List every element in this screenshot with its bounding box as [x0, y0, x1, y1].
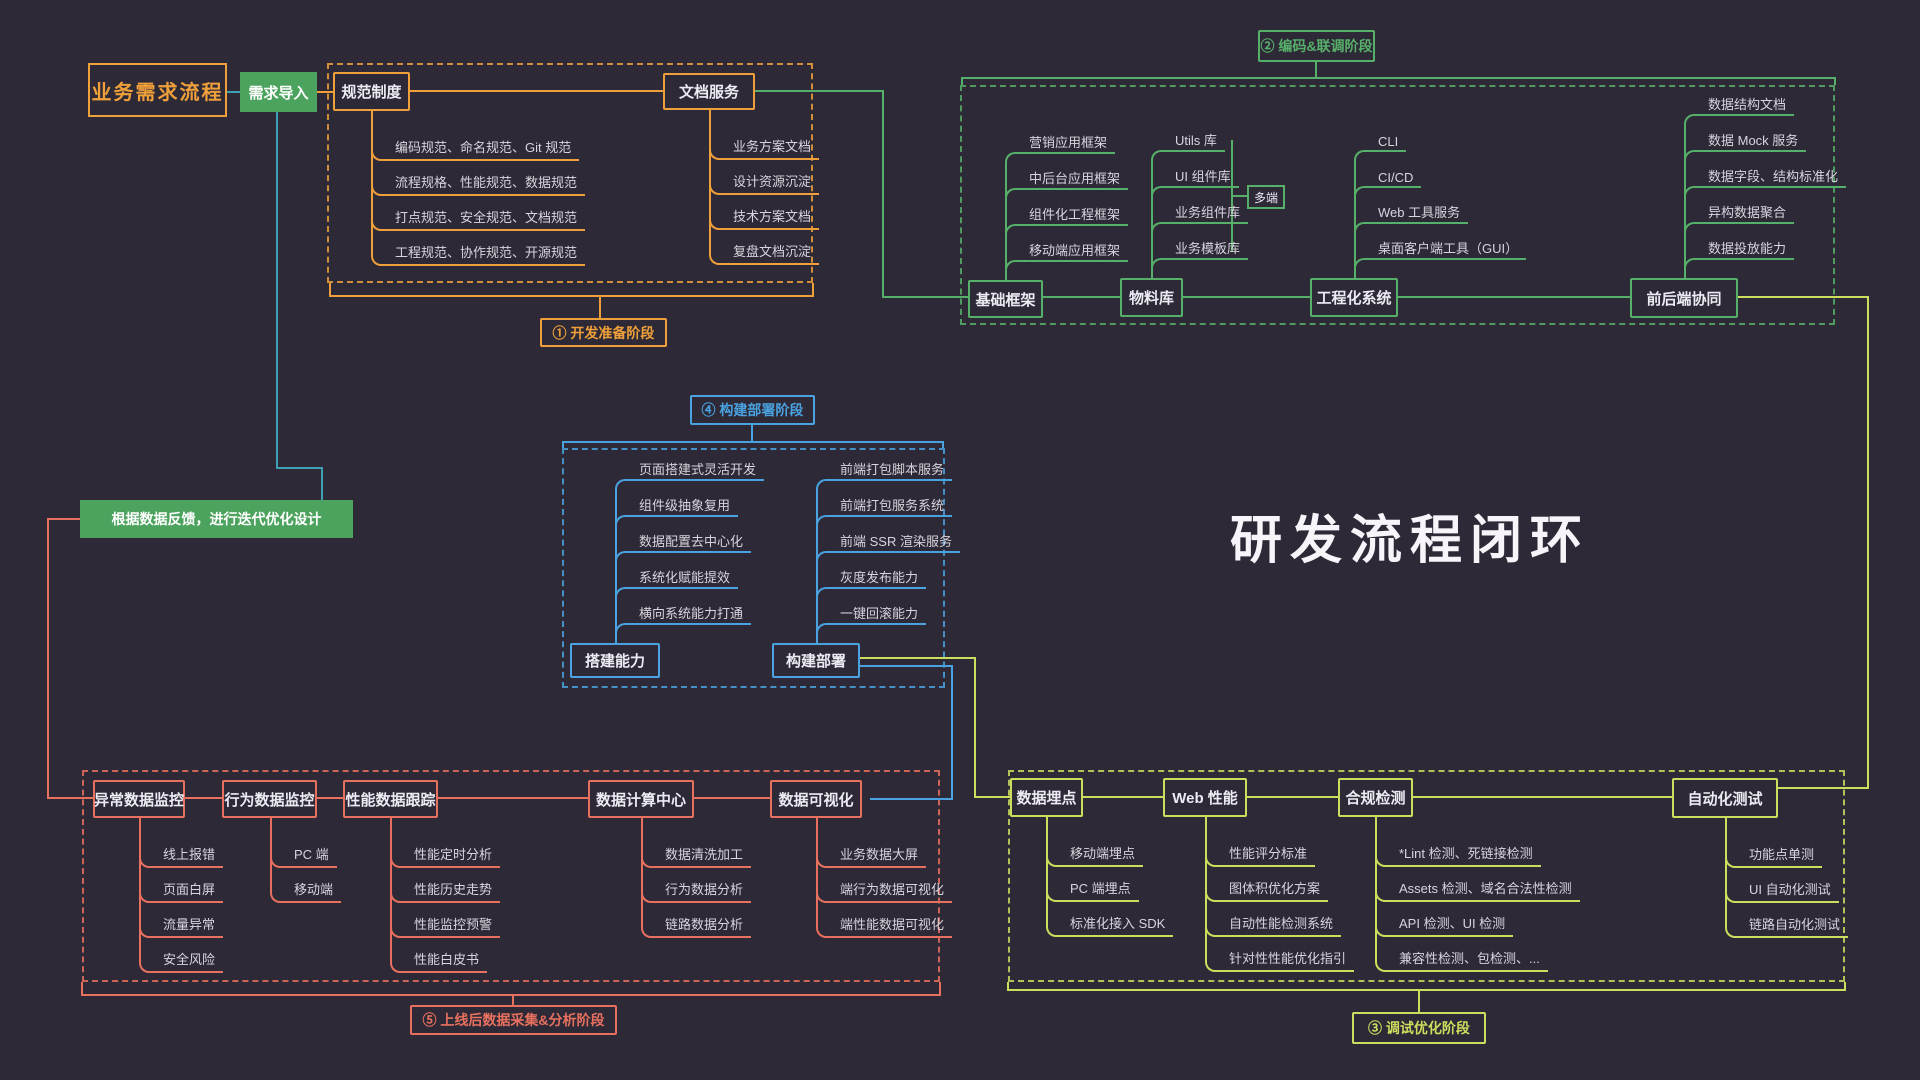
branch-item[interactable]: 兼容性检测、包检测、...: [1375, 817, 1548, 972]
branch-item[interactable]: 灰度发布能力: [816, 570, 927, 643]
branch-item[interactable]: 桌面客户端工具（GUI）: [1354, 241, 1527, 278]
node-data-computing-center[interactable]: 数据计算中心: [588, 780, 694, 818]
node-building-capability[interactable]: 搭建能力: [570, 643, 660, 678]
page-title: 研发流程闭环: [1230, 512, 1591, 570]
node-engineering-system[interactable]: 工程化系统: [1310, 278, 1398, 317]
branch-item[interactable]: 横向系统能力打通: [615, 606, 752, 643]
node-abnormal-data-monitor[interactable]: 异常数据监控: [93, 780, 185, 818]
branch-item[interactable]: 链路数据分析: [641, 818, 752, 938]
node-automated-testing[interactable]: 自动化测试: [1672, 778, 1778, 818]
multi-end-box[interactable]: 多端: [1247, 185, 1285, 209]
branch-item[interactable]: 移动端应用框架: [1005, 243, 1129, 280]
node-spec-system[interactable]: 规范制度: [333, 72, 410, 111]
branch-item[interactable]: 复盘文档沉淀: [709, 110, 820, 265]
branch-item[interactable]: 数据投放能力: [1684, 241, 1795, 278]
node-data-tracking-points[interactable]: 数据埋点: [1010, 778, 1083, 817]
node-web-performance[interactable]: Web 性能: [1163, 778, 1247, 817]
branch-item[interactable]: 异构数据聚合: [1684, 205, 1795, 278]
stage2-label: ② 编码&联调阶段: [1258, 30, 1375, 62]
node-doc-service[interactable]: 文档服务: [663, 73, 755, 110]
node-frontend-backend-collab[interactable]: 前后端协同: [1630, 278, 1738, 318]
stage3-label: ③ 调试优化阶段: [1352, 1012, 1486, 1044]
branch-item[interactable]: 工程规范、协作规范、开源规范: [371, 111, 586, 266]
business-demand-flow-box[interactable]: 业务需求流程: [88, 63, 227, 117]
branch-item[interactable]: Web 工具服务: [1354, 205, 1469, 278]
node-compliance-check[interactable]: 合规检测: [1338, 778, 1413, 817]
branch-item[interactable]: 链路自动化测试: [1725, 818, 1849, 938]
node-performance-data-tracking[interactable]: 性能数据跟踪: [343, 780, 438, 818]
branch-item[interactable]: 标准化接入 SDK: [1046, 817, 1174, 937]
branch-item[interactable]: 系统化赋能提效: [615, 570, 739, 643]
node-build-deploy[interactable]: 构建部署: [772, 643, 860, 678]
branch-item[interactable]: 业务模板库: [1151, 241, 1249, 278]
branch-item[interactable]: 业务组件库: [1151, 205, 1249, 278]
demand-import-box[interactable]: 需求导入: [240, 72, 317, 112]
branch-item[interactable]: 组件化工程框架: [1005, 207, 1129, 280]
branch-item[interactable]: 端性能数据可视化: [816, 818, 953, 938]
branch-item[interactable]: 针对性性能优化指引: [1205, 817, 1355, 972]
branch-item[interactable]: 性能白皮书: [390, 818, 488, 973]
stage5-container: [82, 770, 940, 982]
branch-item[interactable]: 安全风险: [139, 818, 224, 973]
stage5-label: ⑤ 上线后数据采集&分析阶段: [410, 1005, 617, 1035]
node-behavior-data-monitor[interactable]: 行为数据监控: [222, 780, 317, 818]
stage1-label: ① 开发准备阶段: [540, 318, 667, 347]
branch-item[interactable]: 一键回滚能力: [816, 606, 927, 643]
node-data-visualization[interactable]: 数据可视化: [770, 780, 862, 818]
stage4-container: [562, 448, 945, 688]
node-material-library[interactable]: 物料库: [1120, 278, 1183, 317]
stage4-label: ④ 构建部署阶段: [690, 395, 815, 425]
node-base-framework[interactable]: 基础框架: [968, 280, 1043, 318]
branch-item[interactable]: 移动端: [270, 818, 342, 903]
stage3-container: [1008, 770, 1845, 982]
feedback-iteration-box[interactable]: 根据数据反馈，进行迭代优化设计: [80, 500, 353, 538]
